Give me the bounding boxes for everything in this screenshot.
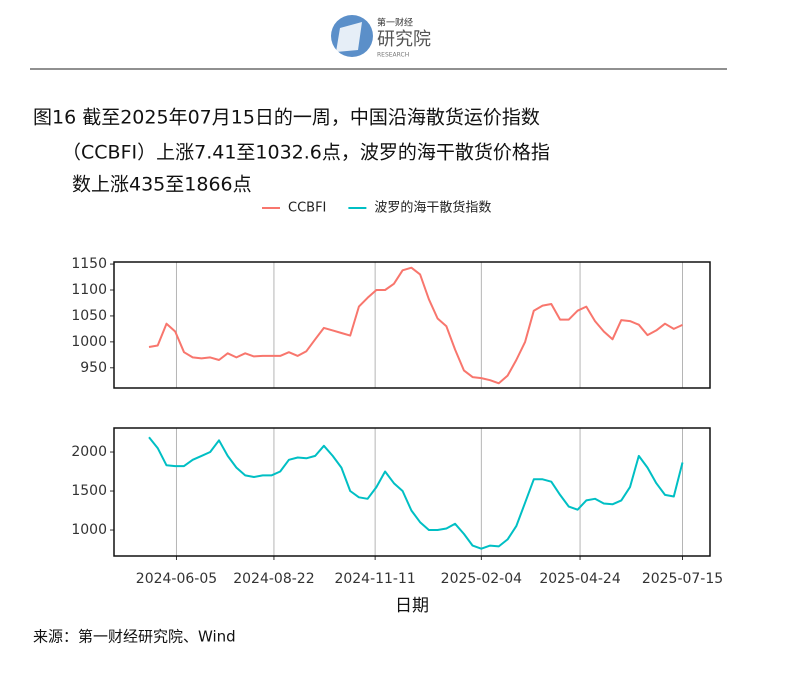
logo-icon: [336, 22, 362, 52]
logo-sub: RESEARCH: [377, 52, 409, 59]
y-tick-label: 950: [80, 360, 107, 376]
x-tick-label: 2024-08-22: [233, 571, 314, 587]
y-tick-label: 2000: [71, 444, 107, 460]
title-line: （CCBFI）上涨7.41至1032.6点，波罗的海干散货价格指: [62, 142, 550, 164]
y-tick-label: 1500: [71, 483, 107, 499]
series-line: [148, 266, 683, 385]
title-line: 数上涨435至1866点: [72, 174, 252, 196]
panel-border: [113, 427, 711, 557]
y-tick-label: 1000: [71, 522, 107, 538]
title-line: 图16 截至2025年07月15日的一周，中国沿海散货运价指数: [33, 107, 540, 129]
x-tick-label: 2024-06-05: [136, 571, 217, 587]
y-tick-label: 1050: [71, 308, 107, 324]
legend-label: 波罗的海干散货指数: [374, 200, 491, 216]
y-tick-label: 1150: [71, 256, 107, 272]
panel-border: [113, 261, 711, 389]
y-tick-label: 1100: [71, 282, 107, 298]
series-line: [148, 436, 684, 550]
x-tick-label: 2025-04-24: [539, 571, 620, 587]
source: 来源：第一财经研究院、Wind: [33, 628, 236, 646]
x-tick-label: 2025-02-04: [441, 571, 522, 587]
y-tick-label: 1000: [71, 334, 107, 350]
logo: 第一财经 研究院 RESEARCH: [331, 15, 431, 59]
x-tick-label: 2024-11-11: [334, 571, 415, 587]
x-tick-label: 2025-07-15: [642, 571, 723, 587]
logo-name: 研究院: [377, 29, 431, 50]
legend-label: CCBFI: [288, 201, 326, 216]
x-axis-label: 日期: [395, 596, 429, 616]
logo-brand: 第一财经: [377, 17, 413, 29]
